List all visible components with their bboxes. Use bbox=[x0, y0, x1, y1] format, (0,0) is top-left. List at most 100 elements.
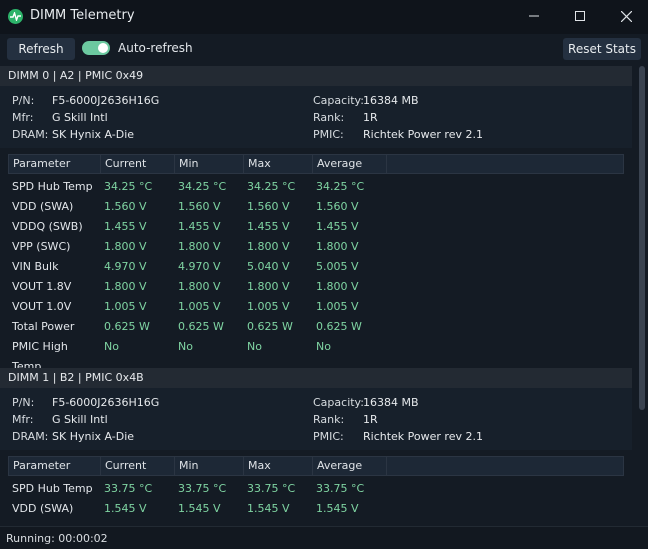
table-row[interactable]: SPD Hub Temp 34.25 °C 34.25 °C 34.25 °C 34.2… bbox=[8, 177, 624, 197]
column-header[interactable]: Parameter bbox=[9, 155, 101, 173]
table-row[interactable]: VDDQ (SWB) 1.455 V 1.455 V 1.455 V 1.455 V bbox=[8, 217, 624, 237]
close-button[interactable] bbox=[610, 6, 642, 28]
parameter-name: VOUT 1.8V bbox=[8, 277, 100, 297]
parameter-value: No bbox=[243, 337, 312, 357]
maximize-button[interactable] bbox=[564, 6, 596, 28]
info-key: P/N: bbox=[12, 396, 34, 409]
table-row[interactable]: VOUT 1.0V 1.005 V 1.005 V 1.005 V 1.005 V bbox=[8, 297, 624, 317]
vertical-scrollbar[interactable] bbox=[639, 66, 645, 410]
info-key: P/N: bbox=[12, 94, 34, 107]
table-row[interactable]: VDD (SWA) 1.545 V 1.545 V 1.545 V 1.545 V bbox=[8, 499, 624, 519]
parameter-value: 0.625 W bbox=[312, 317, 386, 337]
info-key: Capacity: bbox=[313, 396, 364, 409]
dimm-info-panel: P/N: F5-6000J2636H16G Mfr: G Skill Intl DRAM… bbox=[0, 86, 632, 148]
info-key: PMIC: bbox=[313, 430, 344, 443]
table-row[interactable]: VOUT 1.8V 1.800 V 1.800 V 1.800 V 1.800 V bbox=[8, 277, 624, 297]
table-row[interactable]: PMIC High Temp No No No No bbox=[8, 337, 624, 357]
parameter-value: 0.625 W bbox=[100, 317, 174, 337]
parameter-value: 1.545 V bbox=[243, 499, 312, 519]
info-value: G Skill Intl bbox=[52, 111, 108, 124]
auto-refresh-label: Auto-refresh bbox=[118, 41, 193, 55]
column-header[interactable]: Average bbox=[313, 457, 387, 475]
column-header[interactable]: Min bbox=[175, 457, 244, 475]
info-value: F5-6000J2636H16G bbox=[52, 396, 159, 409]
parameter-value: 1.800 V bbox=[100, 237, 174, 257]
parameter-value: 1.455 V bbox=[312, 217, 386, 237]
column-header[interactable]: Average bbox=[313, 155, 387, 173]
column-header[interactable]: Parameter bbox=[9, 457, 101, 475]
parameter-value: 5.040 V bbox=[243, 257, 312, 277]
column-header[interactable]: Current bbox=[101, 457, 175, 475]
column-header[interactable]: Min bbox=[175, 155, 244, 173]
parameter-name: VDD (SWA) bbox=[8, 197, 100, 217]
parameter-value: 0.625 W bbox=[243, 317, 312, 337]
dimm-section-header: DIMM 1 | B2 | PMIC 0x4B bbox=[0, 368, 632, 388]
parameter-value: 33.75 °C bbox=[174, 479, 243, 499]
parameter-value: 1.560 V bbox=[174, 197, 243, 217]
parameter-name: VPP (SWC) bbox=[8, 237, 100, 257]
parameter-name: Total Power bbox=[8, 317, 100, 337]
info-key: DRAM: bbox=[12, 128, 48, 141]
parameter-name: VDDQ (SWB) bbox=[8, 217, 100, 237]
info-value: Richtek Power rev 2.1 bbox=[363, 430, 483, 443]
parameter-value: 33.75 °C bbox=[243, 479, 312, 499]
status-bar: Running: 00:00:02 bbox=[0, 526, 648, 549]
parameter-value: 34.25 °C bbox=[243, 177, 312, 197]
minimize-button[interactable] bbox=[518, 6, 550, 28]
info-key: DRAM: bbox=[12, 430, 48, 443]
table-row[interactable]: SPD Hub Temp 33.75 °C 33.75 °C 33.75 °C 33.7… bbox=[8, 479, 624, 499]
table-header: Parameter Current Min Max Average bbox=[8, 456, 624, 476]
info-key: Rank: bbox=[313, 111, 344, 124]
parameter-name: SPD Hub Temp bbox=[8, 479, 100, 499]
info-value: 1R bbox=[363, 413, 378, 426]
info-key: PMIC: bbox=[313, 128, 344, 141]
info-value: SK Hynix A-Die bbox=[52, 128, 134, 141]
parameter-value: 1.560 V bbox=[243, 197, 312, 217]
info-value: F5-6000J2636H16G bbox=[52, 94, 159, 107]
parameter-value: 1.560 V bbox=[100, 197, 174, 217]
parameter-value: No bbox=[312, 337, 386, 357]
reset-stats-button[interactable]: Reset Stats bbox=[563, 38, 641, 60]
column-header[interactable]: Max bbox=[244, 457, 313, 475]
column-header[interactable]: Current bbox=[101, 155, 175, 173]
parameter-value: 1.800 V bbox=[312, 277, 386, 297]
parameter-name: PMIC High Temp bbox=[8, 337, 100, 357]
dimm-info-panel: P/N: F5-6000J2636H16G Mfr: G Skill Intl DRAM… bbox=[0, 388, 632, 450]
parameter-value: 1.800 V bbox=[312, 237, 386, 257]
parameter-value: 1.005 V bbox=[174, 297, 243, 317]
parameter-value: No bbox=[100, 337, 174, 357]
parameter-value: 34.25 °C bbox=[312, 177, 386, 197]
parameter-value: 4.970 V bbox=[174, 257, 243, 277]
info-key: Mfr: bbox=[12, 413, 33, 426]
title-bar: DIMM Telemetry bbox=[0, 0, 648, 34]
parameter-value: 0.625 W bbox=[174, 317, 243, 337]
parameter-value: 1.800 V bbox=[174, 237, 243, 257]
parameter-value: No bbox=[174, 337, 243, 357]
table-row[interactable]: Total Power 0.625 W 0.625 W 0.625 W 0.625 W bbox=[8, 317, 624, 337]
table-row[interactable]: VIN Bulk 4.970 V 4.970 V 5.040 V 5.005 V bbox=[8, 257, 624, 277]
table-row[interactable]: VPP (SWC) 1.800 V 1.800 V 1.800 V 1.800 V bbox=[8, 237, 624, 257]
table-header: Parameter Current Min Max Average bbox=[8, 154, 624, 174]
parameter-value: 1.455 V bbox=[174, 217, 243, 237]
parameter-name: VIN Bulk bbox=[8, 257, 100, 277]
info-value: Richtek Power rev 2.1 bbox=[363, 128, 483, 141]
info-value: 1R bbox=[363, 111, 378, 124]
parameter-value: 1.005 V bbox=[243, 297, 312, 317]
parameter-value: 4.970 V bbox=[100, 257, 174, 277]
parameter-value: 1.800 V bbox=[100, 277, 174, 297]
parameter-value: 34.25 °C bbox=[100, 177, 174, 197]
parameter-value: 1.005 V bbox=[100, 297, 174, 317]
info-value: 16384 MB bbox=[363, 396, 419, 409]
refresh-button[interactable]: Refresh bbox=[7, 38, 75, 60]
heartbeat-icon bbox=[8, 9, 23, 24]
parameter-value: 1.545 V bbox=[312, 499, 386, 519]
column-header[interactable]: Max bbox=[244, 155, 313, 173]
auto-refresh-toggle[interactable] bbox=[82, 41, 110, 55]
parameter-value: 33.75 °C bbox=[312, 479, 386, 499]
parameter-value: 1.800 V bbox=[174, 277, 243, 297]
parameter-value: 1.545 V bbox=[174, 499, 243, 519]
window-title: DIMM Telemetry bbox=[30, 8, 135, 23]
parameter-value: 1.560 V bbox=[312, 197, 386, 217]
table-row[interactable]: VDD (SWA) 1.560 V 1.560 V 1.560 V 1.560 V bbox=[8, 197, 624, 217]
dimm-list[interactable]: DIMM 0 | A2 | PMIC 0x49 P/N: F5-6000J2636H… bbox=[0, 66, 648, 524]
